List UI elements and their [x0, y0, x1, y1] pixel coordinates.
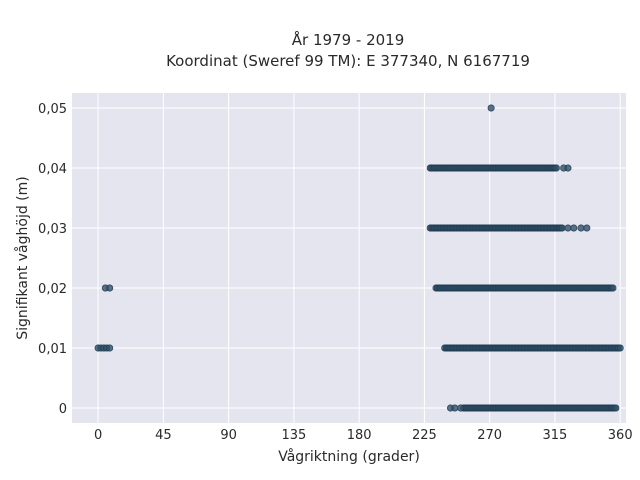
x-tick-label: 135	[281, 428, 306, 443]
y-tick-label: 0	[59, 402, 67, 417]
data-point	[612, 404, 620, 412]
data-point	[564, 164, 572, 172]
data-point	[487, 104, 495, 112]
chart-title-line-1: År 1979 - 2019	[292, 30, 405, 49]
data-points	[94, 104, 624, 412]
data-point	[564, 224, 572, 232]
data-point	[457, 404, 465, 412]
x-tick-label: 45	[155, 428, 172, 443]
y-axis-label: Signifikant våghöjd (m)	[14, 176, 31, 339]
data-point	[558, 224, 566, 232]
data-point	[609, 284, 617, 292]
data-point	[106, 284, 114, 292]
x-tick-label: 180	[347, 428, 372, 443]
data-point	[616, 344, 624, 352]
chart-title-line-2: Koordinat (Sweref 99 TM): E 377340, N 61…	[166, 52, 530, 70]
y-tick-label: 0,04	[38, 162, 67, 177]
plot-area	[72, 93, 626, 423]
x-tick-label: 90	[220, 428, 237, 443]
y-tick-labels: 0 0,01 0,02 0,03 0,04 0,05	[38, 102, 67, 417]
x-axis-label: Vågriktning (grader)	[278, 448, 420, 465]
y-tick-label: 0,03	[38, 222, 67, 237]
y-tick-label: 0,01	[38, 342, 67, 357]
y-tick-label: 0,02	[38, 282, 67, 297]
data-point	[570, 224, 578, 232]
x-tick-label: 315	[543, 428, 568, 443]
y-tick-label: 0,05	[38, 102, 67, 117]
data-point	[552, 164, 560, 172]
data-point	[583, 224, 591, 232]
x-tick-labels: 0 45 90 135 180 225 270 315 360	[94, 428, 633, 443]
data-point	[577, 224, 585, 232]
x-tick-label: 225	[412, 428, 437, 443]
data-point	[451, 404, 459, 412]
x-tick-label: 0	[94, 428, 102, 443]
x-tick-label: 270	[477, 428, 502, 443]
data-point	[106, 344, 114, 352]
x-tick-label: 360	[608, 428, 633, 443]
